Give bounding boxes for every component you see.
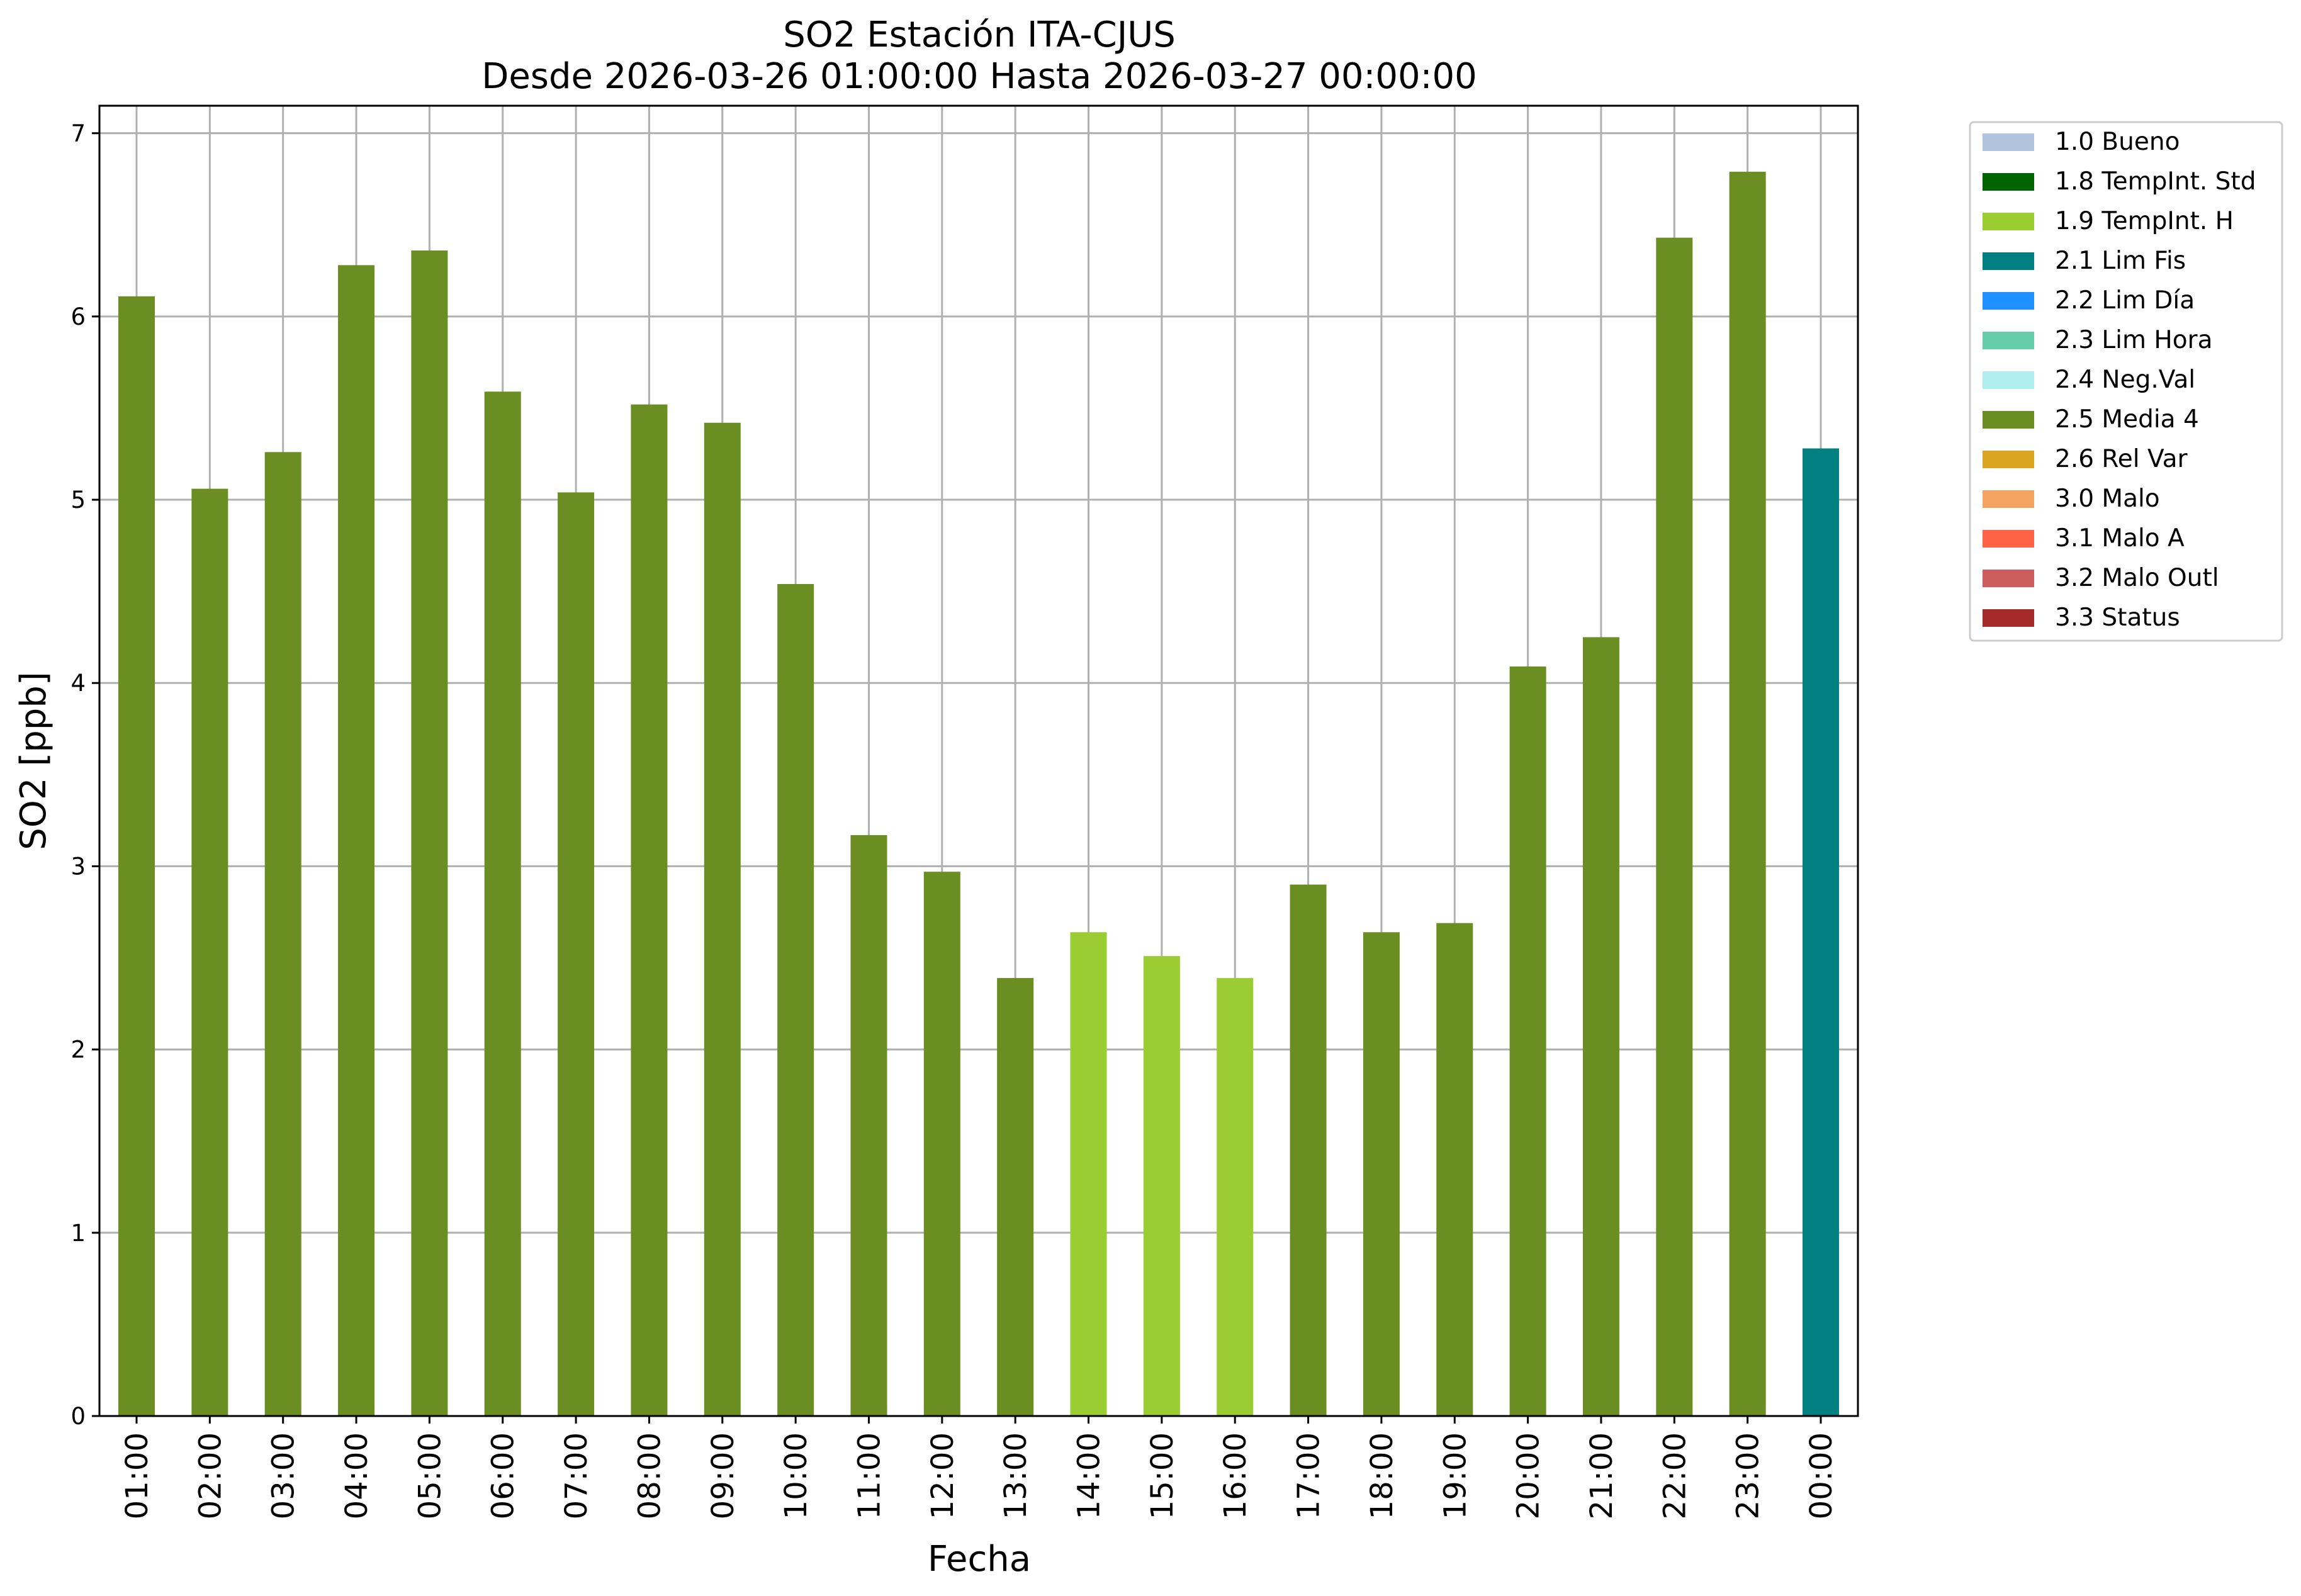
legend-label: 3.2 Malo Outl	[2055, 564, 2219, 592]
y-tick-label: 4	[70, 670, 86, 697]
legend-swatch	[1983, 490, 2034, 508]
legend-label: 1.0 Bueno	[2055, 128, 2180, 156]
legend-swatch	[1983, 252, 2034, 270]
bar-2000	[1509, 666, 1546, 1416]
legend-swatch	[1983, 609, 2034, 627]
legend: 1.0 Bueno 1.8 TempInt. Std 1.9 TempInt. H 2…	[1969, 121, 2283, 642]
chart-subtitle: Desde 2026-03-26 01:00:00 Hasta 2026-03-…	[481, 56, 1477, 97]
legend-label: 2.2 Lim Día	[2055, 286, 2195, 315]
bar-1100	[850, 835, 887, 1416]
bar-1500	[1143, 956, 1180, 1416]
legend-items: 1.0 Bueno 1.8 TempInt. Std 1.9 TempInt. H 2…	[1983, 128, 2256, 632]
x-tick-label: 06:00	[486, 1432, 521, 1519]
x-tick-label: 01:00	[120, 1432, 155, 1519]
bar-1400	[1070, 932, 1107, 1416]
bar-1800	[1363, 932, 1400, 1416]
y-tick-label: 2	[70, 1037, 86, 1064]
legend-label: 3.1 Malo A	[2055, 524, 2185, 553]
legend-swatch	[1983, 173, 2034, 191]
x-axis-label: Fecha	[928, 1539, 1031, 1580]
bar-0500	[411, 250, 448, 1416]
x-tick-label: 07:00	[559, 1432, 594, 1519]
bar-0400	[338, 265, 375, 1417]
x-tick-label: 20:00	[1511, 1432, 1546, 1519]
x-tick-label: 11:00	[852, 1432, 887, 1519]
legend-frame	[1969, 121, 2283, 642]
y-tick-label: 0	[70, 1403, 86, 1430]
bar-1300	[997, 978, 1034, 1416]
bar-0700	[558, 492, 595, 1416]
legend-swatch	[1983, 292, 2034, 310]
bar-0000	[1803, 448, 1839, 1416]
y-tick-label: 6	[70, 303, 86, 330]
bar-0200	[191, 488, 228, 1416]
x-tick-label: 16:00	[1218, 1432, 1253, 1519]
x-axis-ticks: 01:00 02:00 03:00 04:00 05:00 06:00 07:00 08:00…	[120, 1416, 1839, 1519]
legend-label: 2.1 Lim Fis	[2055, 247, 2186, 275]
legend-label: 1.9 TempInt. H	[2055, 207, 2234, 235]
x-tick-label: 02:00	[193, 1432, 228, 1519]
legend-swatch	[1983, 332, 2034, 349]
x-tick-label: 23:00	[1731, 1432, 1766, 1519]
legend-label: 2.5 Media 4	[2055, 405, 2199, 434]
bar-1700	[1290, 884, 1327, 1416]
y-axis-ticks: 0 1 2 3 4 5 6 7	[70, 120, 99, 1430]
bar-0600	[484, 391, 521, 1416]
bar-1000	[777, 584, 814, 1416]
bar-1600	[1217, 978, 1254, 1416]
x-tick-label: 15:00	[1145, 1432, 1180, 1519]
bar-1200	[923, 872, 960, 1416]
legend-swatch	[1983, 411, 2034, 429]
x-tick-label: 18:00	[1364, 1432, 1400, 1519]
x-tick-label: 05:00	[412, 1432, 447, 1519]
x-tick-label: 09:00	[706, 1432, 741, 1519]
x-tick-label: 21:00	[1584, 1432, 1619, 1519]
legend-label: 2.3 Lim Hora	[2055, 326, 2213, 354]
legend-swatch	[1983, 530, 2034, 548]
bars	[118, 171, 1839, 1417]
plot-area	[99, 106, 1858, 1416]
chart-title: SO2 Estación ITA-CJUS	[783, 14, 1176, 55]
legend-label: 1.8 TempInt. Std	[2055, 167, 2256, 196]
x-tick-label: 10:00	[779, 1432, 814, 1519]
x-tick-label: 22:00	[1657, 1432, 1692, 1519]
y-tick-label: 5	[70, 486, 86, 514]
legend-label: 2.4 Neg.Val	[2055, 366, 2195, 394]
y-tick-label: 3	[70, 853, 86, 880]
x-tick-label: 19:00	[1437, 1432, 1473, 1519]
legend-swatch	[1983, 133, 2034, 151]
legend-swatch	[1983, 570, 2034, 587]
legend-swatch	[1983, 451, 2034, 468]
bar-2100	[1582, 637, 1619, 1417]
bar-0900	[704, 422, 741, 1417]
x-tick-label: 08:00	[632, 1432, 667, 1519]
y-tick-label: 7	[70, 120, 86, 147]
x-tick-label: 03:00	[266, 1432, 301, 1519]
bar-0300	[264, 452, 301, 1416]
x-tick-label: 04:00	[339, 1432, 374, 1519]
x-tick-label: 17:00	[1291, 1432, 1327, 1519]
bar-2300	[1729, 171, 1766, 1416]
x-tick-label: 13:00	[998, 1432, 1033, 1519]
y-tick-label: 1	[70, 1220, 86, 1247]
legend-swatch	[1983, 213, 2034, 230]
legend-label: 3.3 Status	[2055, 604, 2180, 632]
x-tick-label: 12:00	[925, 1432, 960, 1519]
bar-1900	[1436, 923, 1473, 1416]
bar-2200	[1656, 237, 1693, 1416]
bar-0800	[631, 404, 668, 1417]
plot-frame	[98, 104, 1859, 1417]
legend-label: 3.0 Malo	[2055, 485, 2160, 513]
bar-0100	[118, 296, 155, 1416]
legend-swatch	[1983, 371, 2034, 389]
legend-label: 2.6 Rel Var	[2055, 445, 2188, 473]
x-tick-label: 00:00	[1804, 1432, 1839, 1519]
y-axis-label: SO2 [ppb]	[13, 672, 54, 850]
x-tick-label: 14:00	[1072, 1432, 1107, 1519]
